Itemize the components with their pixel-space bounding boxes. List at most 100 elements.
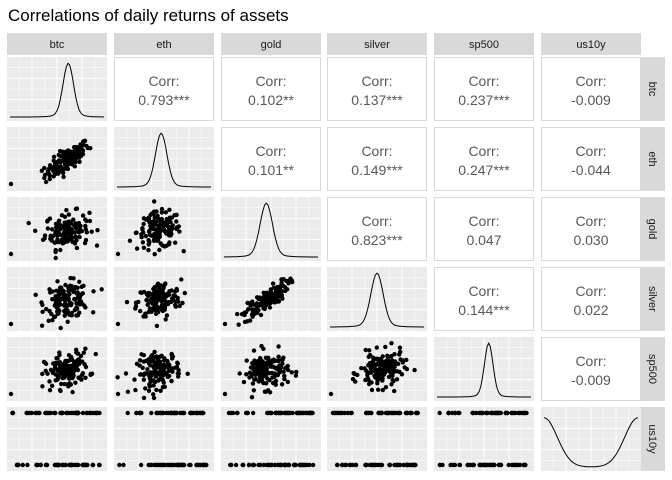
- row-strip-eth: [641, 127, 665, 191]
- scatter-point: [60, 375, 65, 381]
- scatter-point: [74, 301, 79, 306]
- scatter-point: [157, 247, 162, 253]
- scatter-point-outlier: [115, 321, 121, 327]
- corr-value: 0.102**: [248, 92, 294, 108]
- scatter-point: [93, 351, 99, 357]
- scatter-point: [20, 462, 25, 468]
- scatter-point: [153, 371, 158, 376]
- scatter-point: [37, 410, 42, 416]
- scatter-points-eth-btc: [8, 138, 93, 187]
- scatter-panel-us10y-sp500-grid: [434, 407, 534, 471]
- scatter-point: [477, 410, 482, 416]
- scatter-point: [79, 301, 85, 306]
- scatter-point: [73, 366, 79, 372]
- scatter-point: [392, 352, 397, 357]
- scatter-point: [366, 354, 371, 359]
- corr-panel-sp500-us10y: [541, 337, 641, 401]
- scatter-point: [149, 372, 154, 377]
- scatter-point: [150, 299, 156, 304]
- scatter-point: [250, 410, 256, 416]
- scatter-point: [399, 372, 405, 377]
- scatter-point: [55, 356, 60, 361]
- scatter-point: [200, 410, 205, 416]
- density-curve-us10y: [543, 417, 639, 468]
- scatter-point: [162, 356, 167, 361]
- scatter-point: [389, 353, 394, 359]
- scatter-point: [169, 296, 175, 301]
- scatter-points-silver-gold: [222, 276, 295, 327]
- scatter-point: [77, 234, 82, 240]
- scatter-point: [64, 363, 69, 368]
- scatter-point: [376, 387, 381, 392]
- scatter-point: [374, 345, 379, 350]
- scatter-point: [146, 242, 151, 247]
- scatter-point: [251, 348, 257, 353]
- scatter-point: [74, 245, 80, 251]
- corr-panel-btc-eth: [114, 57, 214, 121]
- scatter-point: [159, 217, 164, 223]
- scatter-point: [450, 462, 456, 468]
- scatter-point: [270, 281, 276, 286]
- corr-value: 0.101**: [248, 162, 294, 178]
- scatter-point-outlier: [222, 321, 228, 327]
- scatter-point: [273, 378, 279, 384]
- scatter-points-silver-btc: [8, 275, 104, 331]
- scatter-point: [267, 390, 273, 395]
- scatter-point: [63, 282, 68, 288]
- scatter-point: [264, 366, 269, 371]
- scatter-point: [173, 304, 178, 309]
- corr-label: Corr:: [468, 143, 499, 159]
- scatter-point: [143, 233, 148, 239]
- scatter-point: [309, 410, 315, 416]
- scatter-point: [289, 370, 294, 375]
- scatter-point: [167, 207, 172, 212]
- scatter-point: [262, 306, 267, 312]
- scatter-point: [141, 216, 147, 221]
- scatter-point: [56, 221, 61, 227]
- scatter-point: [57, 300, 62, 306]
- scatter-point: [259, 343, 264, 349]
- scatter-point: [55, 309, 60, 314]
- scatter-point: [263, 389, 269, 394]
- scatter-point: [132, 377, 137, 382]
- scatter-point: [158, 221, 163, 226]
- scatter-point: [138, 308, 143, 314]
- scatter-point: [159, 206, 165, 212]
- density-panel-us10y-grid: [541, 407, 641, 471]
- scatter-point: [90, 462, 95, 468]
- scatter-point: [47, 388, 53, 393]
- scatter-point: [51, 154, 57, 159]
- scatter-point: [49, 236, 54, 242]
- scatter-point: [152, 199, 157, 204]
- scatter-point: [152, 232, 158, 237]
- scatter-point: [62, 313, 67, 318]
- scatter-point: [276, 354, 281, 359]
- scatter-point: [389, 341, 394, 346]
- scatter-point: [276, 358, 281, 364]
- scatter-point: [146, 247, 151, 253]
- scatter-point: [371, 355, 376, 360]
- scatter-point: [127, 238, 133, 243]
- corr-label: Corr:: [468, 283, 499, 299]
- scatter-point: [80, 410, 86, 416]
- corr-value: 0.137***: [351, 92, 403, 108]
- corr-value: 0.823***: [351, 232, 403, 248]
- scatter-point: [245, 410, 250, 416]
- scatter-point: [26, 220, 31, 226]
- scatter-point: [166, 242, 172, 247]
- scatter-point: [55, 377, 60, 382]
- corr-panel-eth-us10y: [541, 127, 641, 191]
- scatter-panel-us10y-btc-grid: [7, 407, 107, 471]
- scatter-point: [259, 302, 264, 307]
- scatter-point: [62, 381, 67, 387]
- scatter-point: [165, 358, 170, 364]
- scatter-point: [255, 363, 261, 368]
- scatter-point: [158, 388, 163, 393]
- scatter-point-outlier: [115, 391, 121, 397]
- corr-label: Corr:: [148, 73, 179, 89]
- scatter-point: [256, 296, 261, 302]
- scatter-point-outlier: [115, 251, 121, 257]
- scatter-point: [65, 239, 71, 244]
- scatter-point: [95, 228, 100, 233]
- scatter-point: [484, 410, 489, 416]
